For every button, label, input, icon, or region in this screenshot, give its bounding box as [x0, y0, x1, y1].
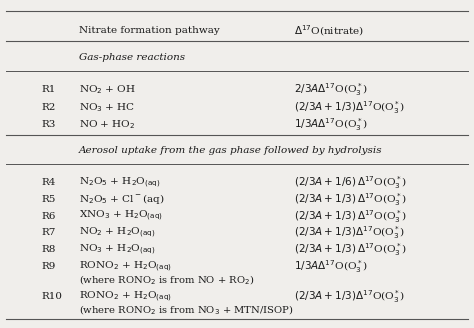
- Text: N$_2$O$_5$ + H$_2$O$_{\mathrm{(aq)}}$: N$_2$O$_5$ + H$_2$O$_{\mathrm{(aq)}}$: [79, 175, 161, 190]
- Text: R9: R9: [41, 262, 56, 271]
- Text: $2/3A\Delta^{17}$O(O$_3^*$): $2/3A\Delta^{17}$O(O$_3^*$): [293, 81, 367, 98]
- Text: $(2/3A + 1/3)\Delta^{17}$O(O$_3^*$): $(2/3A + 1/3)\Delta^{17}$O(O$_3^*$): [293, 288, 405, 305]
- Text: XNO$_3$ + H$_2$O$_{\mathrm{(aq)}}$: XNO$_3$ + H$_2$O$_{\mathrm{(aq)}}$: [79, 209, 163, 223]
- Text: (where RONO$_2$ is from NO$_3$ + MTN/ISOP): (where RONO$_2$ is from NO$_3$ + MTN/ISO…: [79, 303, 294, 317]
- Text: R4: R4: [41, 178, 56, 187]
- Text: RONO$_2$ + H$_2$O$_{\mathrm{(aq)}}$: RONO$_2$ + H$_2$O$_{\mathrm{(aq)}}$: [79, 259, 172, 274]
- Text: $1/3A\Delta^{17}$O(O$_3^*$): $1/3A\Delta^{17}$O(O$_3^*$): [293, 116, 367, 133]
- Text: R7: R7: [41, 229, 56, 237]
- Text: (where RONO$_2$ is from NO + RO$_2$): (where RONO$_2$ is from NO + RO$_2$): [79, 273, 255, 287]
- Text: $(2/3A + 1/3)\Delta^{17}$O(O$_3^*$): $(2/3A + 1/3)\Delta^{17}$O(O$_3^*$): [293, 225, 405, 241]
- Text: NO$_3$ + H$_2$O$_{\mathrm{(aq)}}$: NO$_3$ + H$_2$O$_{\mathrm{(aq)}}$: [79, 243, 156, 257]
- Text: R5: R5: [41, 195, 56, 204]
- Text: RONO$_2$ + H$_2$O$_{\mathrm{(aq)}}$: RONO$_2$ + H$_2$O$_{\mathrm{(aq)}}$: [79, 290, 172, 304]
- Text: $(2/3A + 1/3)\,\Delta^{17}$O(O$_3^*$): $(2/3A + 1/3)\,\Delta^{17}$O(O$_3^*$): [293, 208, 407, 225]
- Text: R8: R8: [41, 245, 56, 254]
- Text: $(2/3A + 1/3)\,\Delta^{17}$O(O$_3^*$): $(2/3A + 1/3)\,\Delta^{17}$O(O$_3^*$): [293, 191, 407, 208]
- Text: N$_2$O$_5$ + Cl$^-$(aq): N$_2$O$_5$ + Cl$^-$(aq): [79, 193, 165, 206]
- Text: R10: R10: [41, 292, 63, 301]
- Text: R3: R3: [41, 120, 56, 129]
- Text: Gas-phase reactions: Gas-phase reactions: [79, 53, 185, 62]
- Text: NO$_2$ + H$_2$O$_{\mathrm{(aq)}}$: NO$_2$ + H$_2$O$_{\mathrm{(aq)}}$: [79, 226, 156, 240]
- Text: R2: R2: [41, 103, 56, 112]
- Text: NO$_3$ + HC: NO$_3$ + HC: [79, 101, 136, 113]
- Text: NO$_2$ + OH: NO$_2$ + OH: [79, 83, 136, 96]
- Text: Nitrate formation pathway: Nitrate formation pathway: [79, 26, 220, 35]
- Text: $(2/3A + 1/6)\,\Delta^{17}$O(O$_3^*$): $(2/3A + 1/6)\,\Delta^{17}$O(O$_3^*$): [293, 174, 407, 191]
- Text: NO + HO$_2$: NO + HO$_2$: [79, 118, 136, 131]
- Text: R1: R1: [41, 85, 56, 94]
- Text: $\Delta^{17}$O(nitrate): $\Delta^{17}$O(nitrate): [293, 23, 364, 38]
- Text: Aerosol uptake from the gas phase followed by hydrolysis: Aerosol uptake from the gas phase follow…: [79, 146, 383, 155]
- Text: R6: R6: [41, 212, 56, 221]
- Text: $(2/3A + 1/3)\Delta^{17}$O(O$_3^*$): $(2/3A + 1/3)\Delta^{17}$O(O$_3^*$): [293, 99, 405, 115]
- Text: $(2/3A + 1/3)\,\Delta^{17}$O(O$_3^*$): $(2/3A + 1/3)\,\Delta^{17}$O(O$_3^*$): [293, 241, 407, 258]
- Text: $1/3A\Delta^{17}$O(O$_3^*$): $1/3A\Delta^{17}$O(O$_3^*$): [293, 258, 367, 275]
